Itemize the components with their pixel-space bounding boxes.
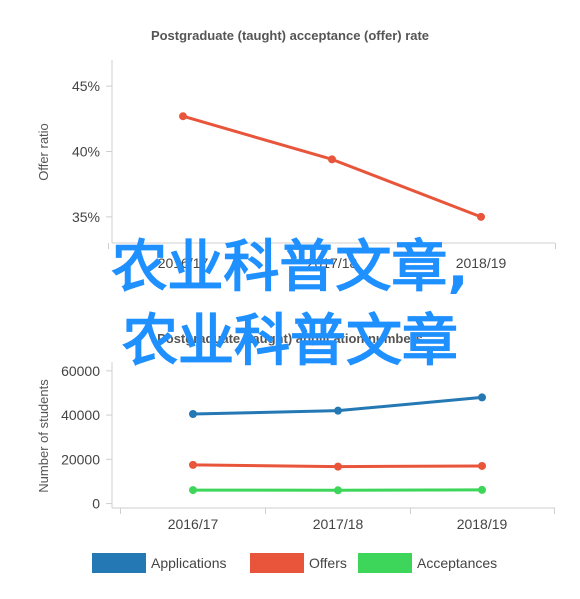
x-tick-label: 2016/17 [158,255,209,271]
series-1-point [179,112,187,121]
legend-label: Offers [309,555,347,571]
y-tick-label: 0 [92,496,100,512]
overlay-text-line-1: 农业科普文章, [111,235,469,300]
x-tick-label: 2018/19 [457,516,508,532]
chart-panel-1: Postgraduate (taught) acceptance (offer)… [36,28,556,271]
legend-label: Acceptances [417,555,497,571]
applications-point [478,393,486,402]
y-axis-label: Number of students [36,379,51,493]
legend-label: Applications [151,555,227,571]
y-tick-label: 60000 [61,363,100,379]
y-axis-label: Offer ratio [36,123,51,181]
x-tick-label: 2017/18 [307,255,358,271]
series-1-line [181,114,483,219]
legend-swatch [358,553,412,573]
legend: Applications Offers Acceptances [92,553,497,573]
offers-point [189,460,197,469]
legend-swatch [250,553,304,573]
series-1-point [477,212,485,221]
applications-point [334,406,342,415]
acceptances-point [334,486,342,495]
series-1-point [328,155,336,164]
legend-swatch [92,553,146,573]
chart-title: Postgraduate (taught) application number… [157,331,423,346]
acceptances-point [189,486,197,495]
acceptances-point [478,485,486,494]
y-tick-label: 45% [72,78,100,94]
applications-point [189,409,197,418]
x-tick-label: 2017/18 [313,516,364,532]
offers-point [478,461,486,470]
y-tick-label: 40000 [61,407,100,423]
y-tick-label: 40% [72,144,100,160]
x-tick-label: 2016/17 [168,516,219,532]
chart-title: Postgraduate (taught) acceptance (offer)… [151,28,429,43]
x-tick-label: 2018/19 [456,255,507,271]
chart-panel-2: Postgraduate (taught) application number… [36,331,555,573]
y-tick-label: 35% [72,209,100,225]
y-tick-label: 20000 [61,451,100,467]
offers-point [334,462,342,471]
overlay-text-line-2: 农业科普文章 [122,309,458,374]
